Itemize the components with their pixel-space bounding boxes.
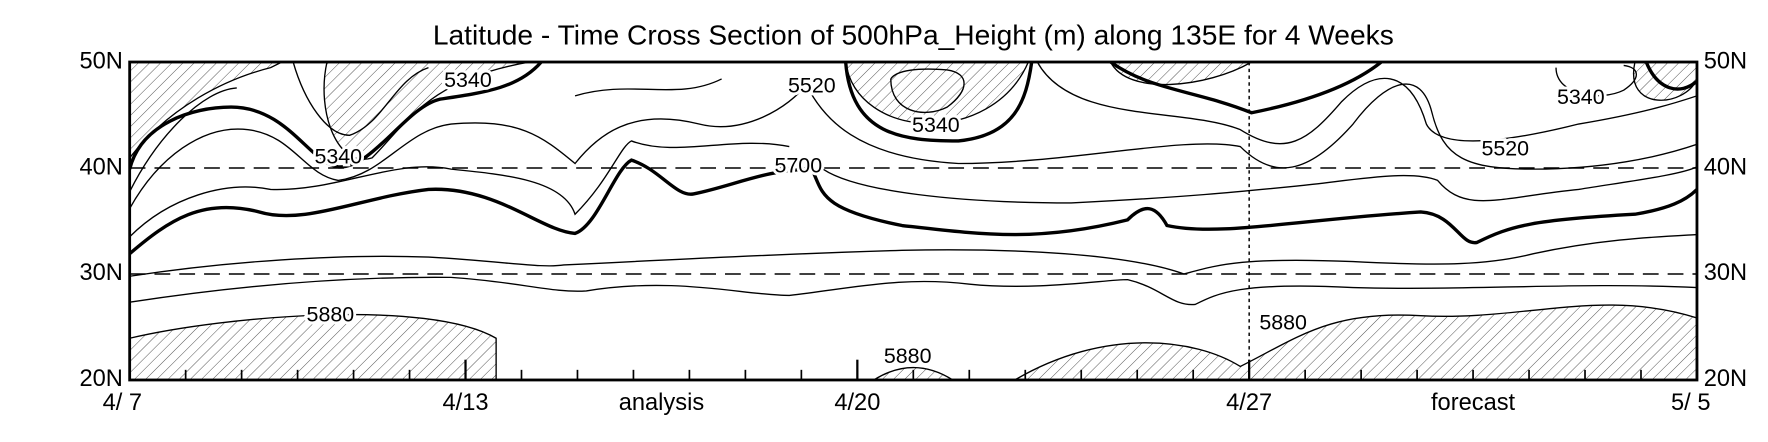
contour-line [1109, 62, 1383, 115]
y-tick-label: 20N [1704, 366, 1747, 392]
x-tick-label: 4/13 [442, 390, 488, 416]
contour-line [129, 158, 1697, 255]
contour-line [129, 140, 790, 238]
contour-line [129, 78, 722, 192]
x-tick-label: 4/ 7 [103, 390, 142, 416]
y-tick-label: 30N [79, 260, 122, 286]
contour-line [129, 233, 1697, 277]
contour-line [805, 83, 1697, 170]
contour-line [129, 84, 807, 209]
hatched-area [1632, 62, 1697, 101]
contour-label: 5880 [1259, 310, 1307, 334]
contour-line [890, 68, 965, 114]
contour-line [129, 62, 543, 170]
hatched-area [129, 313, 497, 380]
contour-label: 5340 [912, 113, 960, 137]
period-label: analysis [619, 390, 704, 416]
contour-label: 5520 [788, 73, 836, 97]
x-tick-label: 4/20 [834, 390, 880, 416]
contour-label: 5520 [1481, 137, 1529, 161]
contour-line [1036, 62, 1697, 145]
y-tick-label: 50N [79, 48, 122, 74]
y-tick-label: 30N [1704, 260, 1747, 286]
y-tick-label: 20N [79, 366, 122, 392]
contour-line [822, 166, 1697, 204]
contour-label: 5880 [884, 344, 932, 368]
contour-line [843, 62, 1034, 143]
period-label: forecast [1431, 390, 1516, 416]
contour-label: 5340 [314, 145, 362, 169]
contour-label: 5340 [444, 68, 492, 92]
contour-line [129, 276, 1697, 306]
chart-title: Latitude - Time Cross Section of 500hPa_… [433, 19, 1394, 51]
x-tick-label: 4/27 [1226, 390, 1272, 416]
contour-line [1555, 64, 1638, 97]
contour-label: 5340 [1557, 85, 1605, 109]
hatched-area [1013, 304, 1697, 380]
x-tick-label: 5/ 5 [1671, 390, 1710, 416]
y-tick-label: 50N [1704, 48, 1747, 74]
contours [129, 62, 1697, 380]
contour-line [292, 62, 429, 136]
y-tick-label: 40N [1704, 154, 1747, 180]
hatched-area [323, 62, 531, 160]
contour-label: 5880 [307, 302, 355, 326]
y-tick-label: 40N [79, 154, 122, 180]
contour-line [1644, 62, 1697, 91]
contour-label: 5700 [774, 154, 822, 178]
